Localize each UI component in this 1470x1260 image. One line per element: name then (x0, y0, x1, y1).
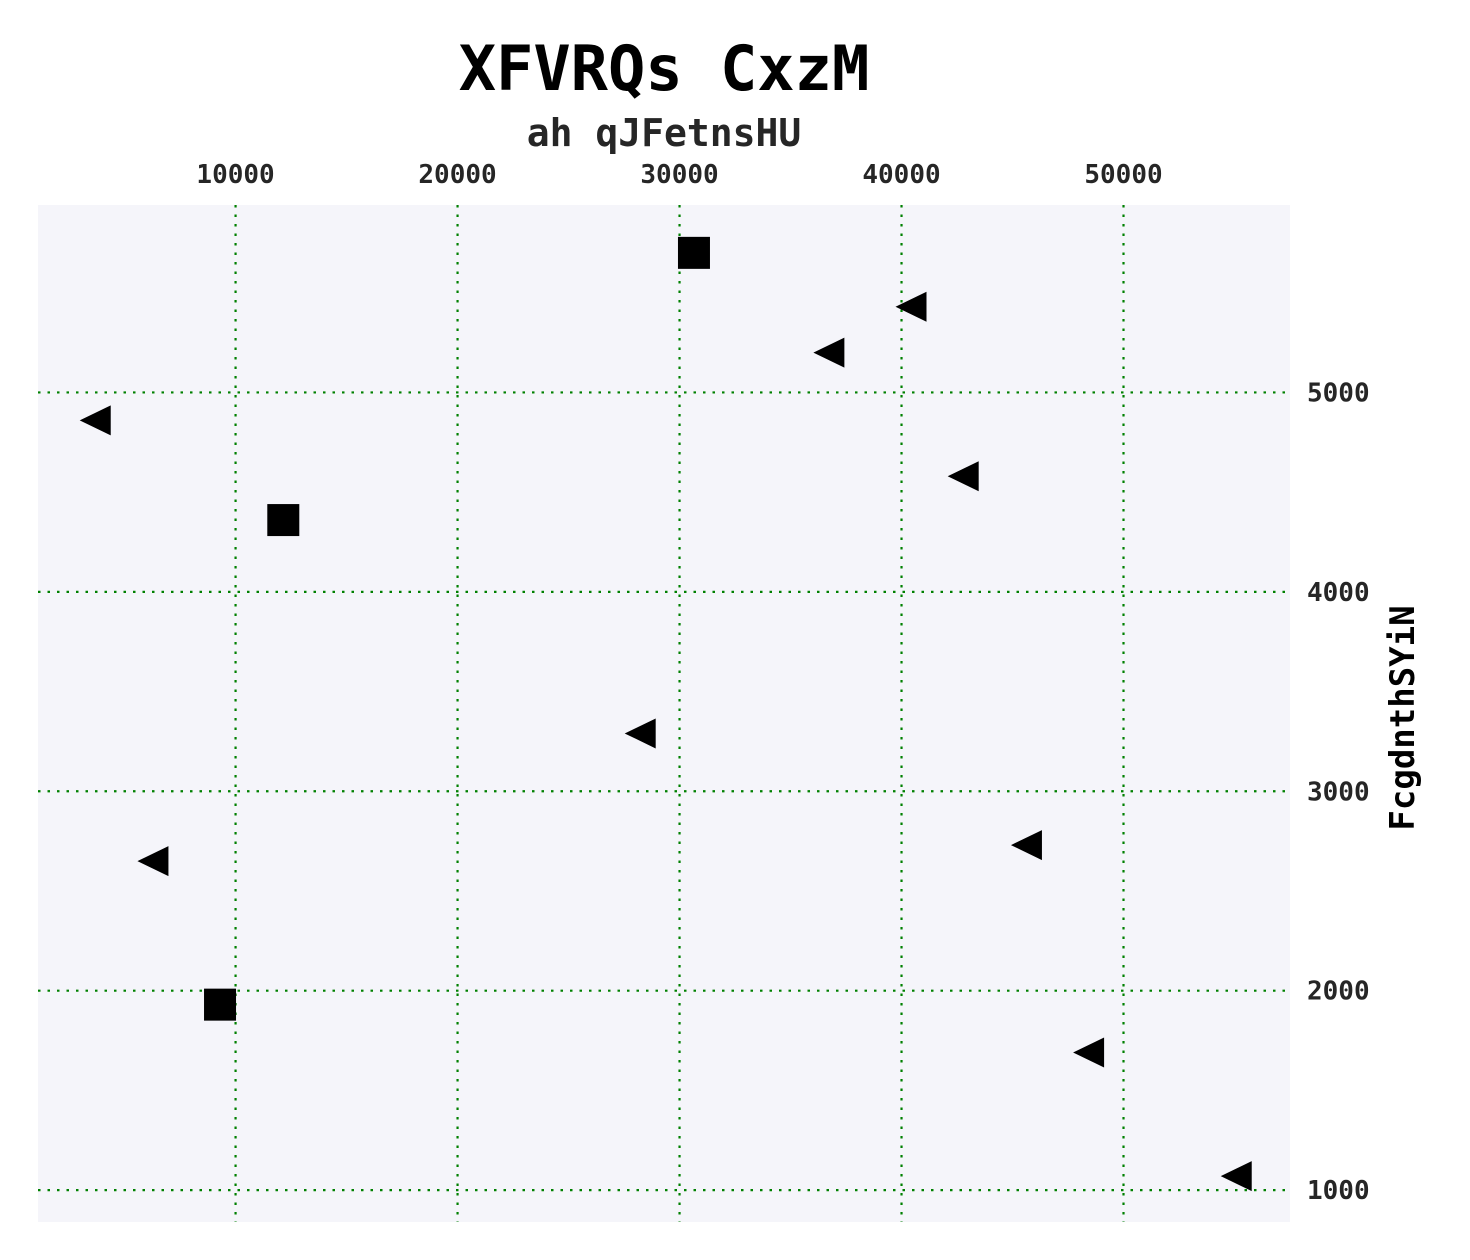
triangle-point (137, 846, 169, 877)
x-axis-ticks: 10000 20000 30000 40000 50000 (196, 160, 1162, 190)
triangle-point (1010, 830, 1042, 861)
y-tick-label: 2000 (1307, 977, 1370, 1007)
x-tick-label: 20000 (418, 160, 496, 190)
y-tick-label: 4000 (1307, 578, 1370, 608)
y-tick-label: 1000 (1307, 1176, 1370, 1206)
square-point (204, 988, 237, 1021)
triangle-point (895, 291, 927, 322)
plot-area (38, 205, 1290, 1222)
grid-lines (38, 205, 1290, 1222)
triangle-point (1073, 1037, 1105, 1068)
square-point (677, 236, 710, 269)
square-point (267, 504, 300, 537)
data-points (79, 236, 1252, 1192)
x-tick-label: 50000 (1084, 160, 1162, 190)
triangle-point (624, 718, 656, 749)
y-axis-ticks: 1000 2000 3000 4000 5000 (1307, 378, 1370, 1206)
y-tick-label: 3000 (1307, 777, 1370, 807)
triangle-point (79, 405, 111, 436)
x-tick-label: 30000 (640, 160, 718, 190)
chart-subtitle: ah qJFetnsHU (527, 111, 802, 155)
y-tick-label: 5000 (1307, 378, 1370, 408)
y-axis-label: FcgdnthSYiN (1383, 605, 1423, 830)
x-tick-label: 10000 (196, 160, 274, 190)
triangle-point (813, 337, 845, 368)
x-tick-label: 40000 (862, 160, 940, 190)
chart-title: XFVRQs CxzM (459, 32, 870, 105)
triangle-point (1220, 1161, 1252, 1192)
triangle-point (947, 461, 979, 492)
